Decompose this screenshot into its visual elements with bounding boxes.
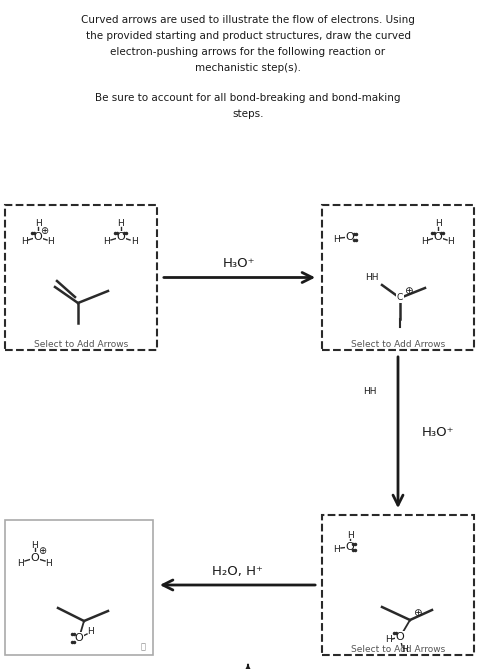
Text: H₃O⁺: H₃O⁺ xyxy=(223,257,256,270)
Text: ⊕: ⊕ xyxy=(38,546,46,556)
Text: O: O xyxy=(396,632,404,642)
Text: mechanistic step(s).: mechanistic step(s). xyxy=(195,63,301,73)
Text: Select to Add Arrows: Select to Add Arrows xyxy=(34,340,128,349)
Text: H: H xyxy=(21,237,27,246)
Text: ⊕: ⊕ xyxy=(404,286,412,296)
Text: O: O xyxy=(346,542,354,552)
Text: H: H xyxy=(434,219,441,229)
Text: Select to Add Arrows: Select to Add Arrows xyxy=(351,340,445,349)
Text: H: H xyxy=(118,219,124,229)
Text: H: H xyxy=(384,636,391,644)
Text: Be sure to account for all bond-breaking and bond-making: Be sure to account for all bond-breaking… xyxy=(95,93,401,103)
Text: H₃O⁺: H₃O⁺ xyxy=(422,426,454,439)
Bar xyxy=(322,515,474,655)
Text: O: O xyxy=(74,633,83,643)
Text: O: O xyxy=(434,232,442,242)
Text: ⊕: ⊕ xyxy=(40,226,48,236)
Text: O: O xyxy=(346,232,354,242)
Text: H: H xyxy=(104,237,111,246)
Text: HH: HH xyxy=(363,387,377,397)
Text: H: H xyxy=(421,237,428,246)
Text: the provided starting and product structures, draw the curved: the provided starting and product struct… xyxy=(85,31,411,41)
Text: H₂O, H⁺: H₂O, H⁺ xyxy=(212,565,263,577)
Bar xyxy=(5,205,157,350)
Text: H: H xyxy=(333,235,339,244)
Text: H: H xyxy=(46,559,53,567)
Text: H: H xyxy=(88,628,94,636)
Text: ⊕: ⊕ xyxy=(413,608,422,618)
Text: O: O xyxy=(117,232,125,242)
Text: H: H xyxy=(447,237,454,246)
Text: HH: HH xyxy=(365,272,379,282)
Bar xyxy=(5,520,153,655)
Text: H: H xyxy=(401,644,407,654)
Text: H: H xyxy=(35,219,41,229)
Text: H: H xyxy=(347,531,353,541)
Text: O: O xyxy=(34,232,42,242)
Text: electron-pushing arrows for the following reaction or: electron-pushing arrows for the followin… xyxy=(111,47,385,57)
Text: H: H xyxy=(130,237,137,246)
Text: 🔍: 🔍 xyxy=(140,642,145,652)
Text: H: H xyxy=(48,237,55,246)
Text: C: C xyxy=(397,294,403,302)
Text: O: O xyxy=(31,553,39,563)
Text: H: H xyxy=(18,559,24,567)
Text: steps.: steps. xyxy=(232,109,264,119)
Text: Curved arrows are used to illustrate the flow of electrons. Using: Curved arrows are used to illustrate the… xyxy=(81,15,415,25)
Text: H: H xyxy=(334,545,340,553)
Text: Select to Add Arrows: Select to Add Arrows xyxy=(351,645,445,654)
Text: H: H xyxy=(32,541,38,549)
Bar xyxy=(322,205,474,350)
